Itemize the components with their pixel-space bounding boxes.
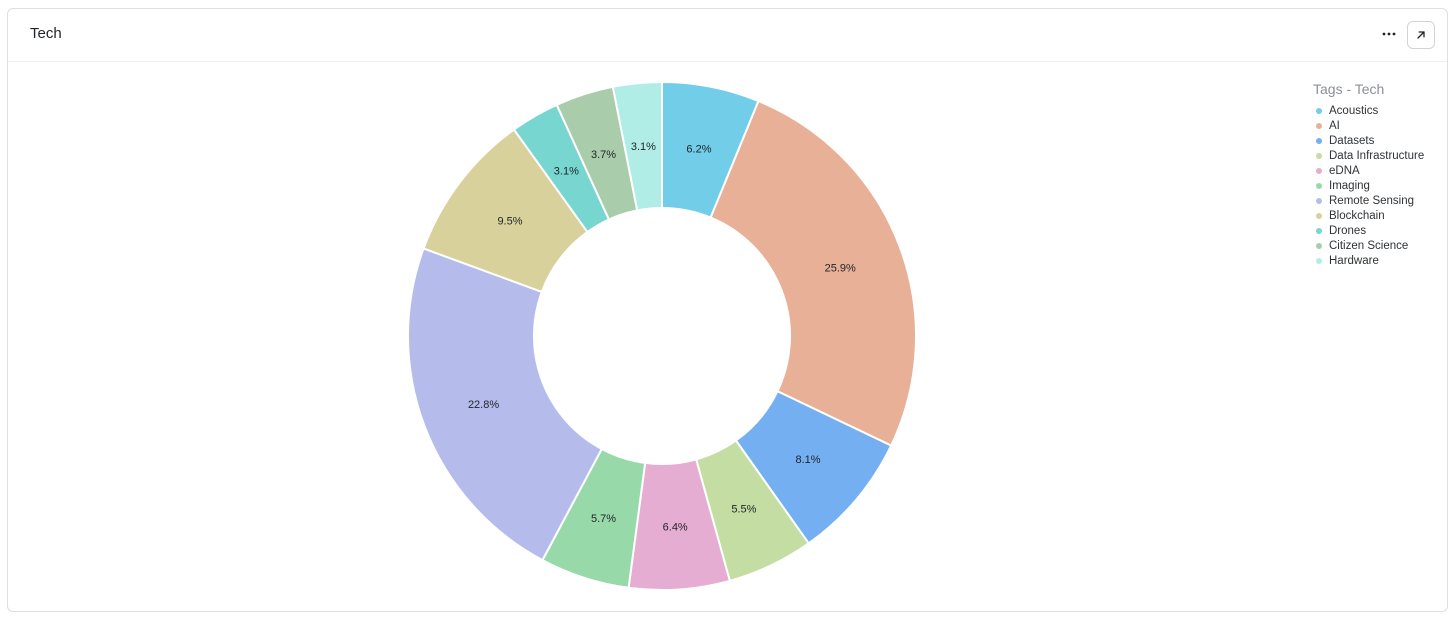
expand-button[interactable] bbox=[1407, 21, 1435, 49]
legend-label: Citizen Science bbox=[1329, 240, 1409, 253]
slice-label: 3.7% bbox=[591, 149, 616, 161]
chart-legend: Tags - Tech Acoustics AI Datasets Data Infr… bbox=[1313, 81, 1424, 269]
legend-item[interactable]: AI bbox=[1313, 118, 1424, 133]
legend-swatch bbox=[1316, 213, 1322, 220]
slice-remote-sensing[interactable] bbox=[407, 247, 604, 562]
legend-label: Drones bbox=[1329, 225, 1367, 238]
legend-label: AI bbox=[1329, 119, 1340, 132]
legend-title: Tags - Tech bbox=[1313, 81, 1385, 97]
legend-swatch bbox=[1316, 107, 1322, 114]
slice-ai[interactable] bbox=[709, 99, 917, 447]
legend-item[interactable]: Drones bbox=[1313, 224, 1424, 239]
slice-label: 9.5% bbox=[497, 215, 522, 227]
slice-label: 3.1% bbox=[554, 166, 579, 178]
legend-label: Datasets bbox=[1329, 134, 1375, 147]
legend-item[interactable]: Hardware bbox=[1313, 254, 1424, 269]
donut-chart: 6.2% 25.9% 8.1% 5.5% 6.4% 5.7% 22.8% 9.5% 3.1% 3.… bbox=[407, 80, 917, 591]
legend-swatch bbox=[1316, 228, 1322, 235]
chart-card: Tech 6.2% 25.9% 8.1% 5.5% 6.4% 5.7% 22.8% 9.5% 3… bbox=[7, 8, 1448, 612]
slice-label: 3.1% bbox=[631, 141, 656, 153]
legend-swatch bbox=[1316, 198, 1322, 205]
card-header: Tech bbox=[8, 9, 1447, 62]
legend-label: Remote Sensing bbox=[1329, 195, 1415, 208]
arrow-up-right-icon bbox=[1417, 31, 1425, 39]
legend-swatch bbox=[1316, 243, 1322, 250]
slice-label: 5.7% bbox=[591, 513, 616, 525]
slice-label: 22.8% bbox=[468, 399, 499, 411]
card-title: Tech bbox=[30, 25, 62, 42]
legend-item[interactable]: eDNA bbox=[1313, 163, 1424, 178]
more-options-button[interactable] bbox=[1376, 21, 1402, 47]
legend-item[interactable]: Datasets bbox=[1313, 133, 1424, 148]
slice-label: 6.2% bbox=[686, 144, 711, 156]
slice-label: 8.1% bbox=[795, 454, 820, 466]
legend-label: Hardware bbox=[1329, 255, 1379, 268]
legend-swatch bbox=[1316, 122, 1322, 129]
legend-swatch bbox=[1316, 258, 1322, 265]
legend-item[interactable]: Citizen Science bbox=[1313, 239, 1424, 254]
slice-label: 6.4% bbox=[663, 522, 688, 534]
legend-label: Acoustics bbox=[1329, 104, 1379, 117]
legend-swatch bbox=[1316, 152, 1322, 159]
legend-item[interactable]: Remote Sensing bbox=[1313, 194, 1424, 209]
more-horizontal-icon bbox=[1382, 32, 1396, 36]
legend-swatch bbox=[1316, 183, 1322, 190]
slice-label: 25.9% bbox=[825, 262, 856, 274]
legend-swatch bbox=[1316, 137, 1322, 144]
legend-label: Imaging bbox=[1329, 180, 1370, 193]
legend-item[interactable]: Data Infrastructure bbox=[1313, 148, 1424, 163]
legend-item[interactable]: Acoustics bbox=[1313, 103, 1424, 118]
legend-label: eDNA bbox=[1329, 164, 1360, 177]
legend-label: Data Infrastructure bbox=[1329, 149, 1425, 162]
legend-label: Blockchain bbox=[1329, 210, 1385, 223]
legend-swatch bbox=[1316, 167, 1322, 174]
slice-hardware[interactable] bbox=[611, 80, 663, 212]
legend-item[interactable]: Blockchain bbox=[1313, 209, 1424, 224]
slice-label: 5.5% bbox=[731, 504, 756, 516]
legend-item[interactable]: Imaging bbox=[1313, 178, 1424, 193]
